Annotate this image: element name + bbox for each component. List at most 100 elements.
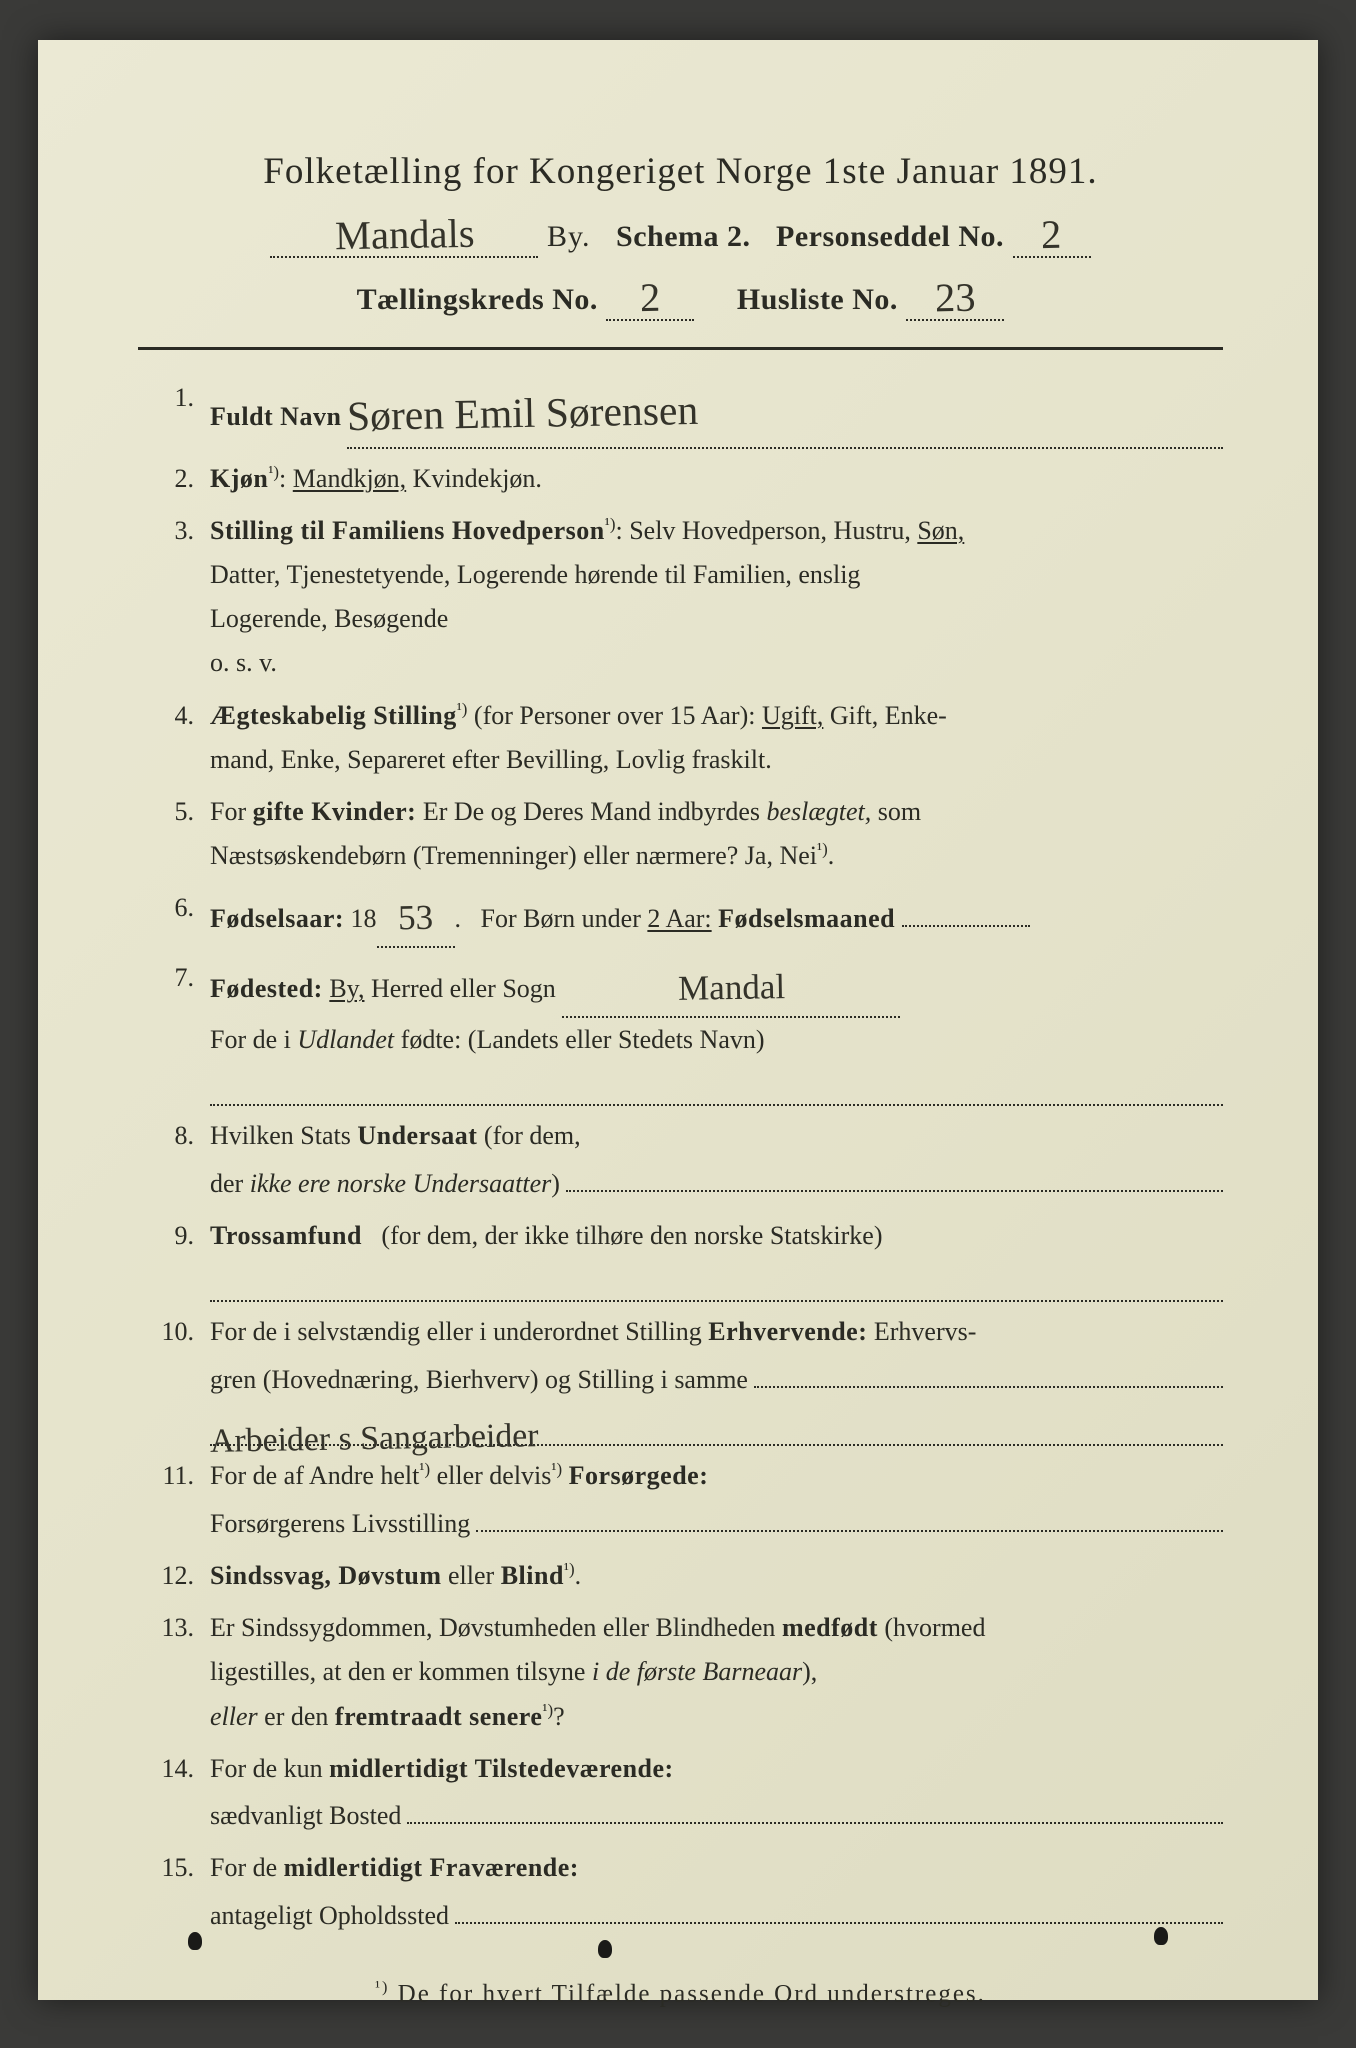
field-14-blank [407, 1791, 1223, 1824]
num-2: 2. [138, 457, 210, 501]
third-row: Tællingskreds No. 2 Husliste No. 23 [138, 272, 1223, 321]
field-11-blank [476, 1499, 1223, 1532]
scanned-form-page: Folketælling for Kongeriget Norge 1ste J… [38, 40, 1318, 2000]
item-12: 12. Sindssvag, Døvstum eller Blind¹). [138, 1554, 1223, 1598]
label-fodselsmaaned: Fødselsmaaned [718, 904, 895, 933]
schema-label: Schema 2. [616, 220, 751, 253]
taellingskreds-label: Tællingskreds No. [357, 283, 598, 316]
by-label: By. [547, 220, 591, 253]
opt-ugift: Ugift, [762, 701, 823, 730]
hw-taellingskreds-no: 2 [640, 274, 661, 321]
hw-birthplace: Mandal [677, 957, 785, 1019]
text-3e: Logerende, Besøgende [210, 604, 448, 633]
hw-full-name: Søren Emil Sørensen [347, 375, 699, 452]
text-7e: Udlandet [297, 1025, 394, 1054]
num-4: 4. [138, 694, 210, 782]
item-9: 9. Trossamfund (for dem, der ikke tilhør… [138, 1214, 1223, 1303]
hw-occupation: Arbeider s Sangarbeider [210, 1407, 539, 1470]
text-13f: ), [802, 1657, 817, 1686]
text-3d: Datter, Tjenestetyende, Logerende hørend… [210, 560, 860, 589]
hw-personseddel-no: 2 [1041, 211, 1062, 258]
text-10c: Erhvervs- [874, 1317, 977, 1346]
text-12b: eller [448, 1561, 494, 1590]
text-15c: antageligt Opholdssted [210, 1894, 449, 1938]
sup-3: ¹) [605, 514, 616, 533]
item-2: 2. Kjøn¹): Mandkjøn, Kvindekjøn. [138, 457, 1223, 501]
item-7: 7. Fødested: By, Herred eller Sogn Manda… [138, 956, 1223, 1106]
form-header: Folketælling for Kongeriget Norge 1ste J… [138, 150, 1223, 321]
item-13: 13. Er Sindssygdommen, Døvstumheden elle… [138, 1606, 1223, 1739]
text-5d: beslægtet, [767, 797, 872, 826]
item-5: 5. For gifte Kvinder: Er De og Deres Man… [138, 790, 1223, 878]
text-6b: 18 [351, 904, 377, 933]
label-fremtraadt: fremtraadt senere [335, 1702, 543, 1731]
text-10a: For de i selvstændig eller i underordnet… [210, 1317, 702, 1346]
field-month [902, 925, 1030, 927]
text-8a: Hvilken Stats [210, 1121, 351, 1150]
num-10: 10. [138, 1310, 210, 1446]
hw-husliste-no: 23 [935, 274, 976, 322]
text-9b: (for dem, der ikke tilhøre den norske St… [381, 1221, 882, 1250]
label-fravaerende: midlertidigt Fraværende: [284, 1853, 579, 1882]
item-4: 4. Ægteskabelig Stilling¹) (for Personer… [138, 694, 1223, 782]
label-fodested: Fødested: [210, 974, 323, 1003]
item-15: 15. For de midlertidigt Fraværende: anta… [138, 1846, 1223, 1938]
label-sindssvag: Sindssvag, Døvstum [210, 1561, 442, 1590]
field-10-hw: Arbeider s Sangarbeider [210, 1408, 1223, 1446]
num-1: 1. [138, 376, 210, 449]
text-13g: eller [210, 1702, 258, 1731]
item-3: 3. Stilling til Familiens Hovedperson¹):… [138, 509, 1223, 686]
hw-city: Mandals [334, 210, 474, 259]
paper-blemish [1154, 1927, 1168, 1945]
text-4e: mand, Enke, Separeret efter Bevilling, L… [210, 745, 772, 774]
text-13e: i de første Barneaar [592, 1657, 802, 1686]
text-13a: Er Sindssygdommen, Døvstumheden eller Bl… [210, 1613, 775, 1642]
text-5e: som [878, 797, 921, 826]
text-7c: Herred eller Sogn [371, 974, 556, 1003]
form-body: 1. Fuldt Navn Søren Emil Sørensen 2. Kjø… [138, 376, 1223, 1938]
num-13: 13. [138, 1606, 210, 1739]
footnote: ¹) De for hvert Tilfælde passende Ord un… [138, 1978, 1223, 2008]
num-9: 9. [138, 1214, 210, 1303]
field-15-blank [455, 1890, 1223, 1923]
sup-12: ¹) [564, 1559, 575, 1578]
footnote-text: De for hvert Tilfælde passende Ord under… [398, 1980, 986, 2007]
paper-blemish [598, 1940, 612, 1958]
label-fodselsaar: Fødselsaar: [210, 904, 344, 933]
opt-son: Søn, [917, 516, 964, 545]
text-11d: Forsørgerens Livsstilling [210, 1502, 470, 1546]
header-rule [138, 347, 1223, 350]
label-aegteskab: Ægteskabelig Stilling [210, 701, 457, 730]
item-14: 14. For de kun midlertidigt Tilstedevære… [138, 1747, 1223, 1839]
num-6: 6. [138, 886, 210, 948]
sup-4: ¹) [457, 699, 468, 718]
label-trossamfund: Trossamfund [210, 1221, 362, 1250]
sup-13: ¹) [542, 1700, 553, 1719]
num-8: 8. [138, 1114, 210, 1206]
num-15: 15. [138, 1846, 210, 1938]
label-gifte-kvinder: gifte Kvinder: [253, 797, 417, 826]
text-5c: Er De og Deres Mand indbyrdes [423, 797, 760, 826]
opt-mandkjon: Mandkjøn, [293, 464, 406, 493]
field-7-blank [210, 1068, 1223, 1106]
num-7: 7. [138, 956, 210, 1106]
num-3: 3. [138, 509, 210, 686]
text-8f: ) [551, 1162, 560, 1206]
text-6c: For Børn under [481, 904, 641, 933]
text-3b: Selv Hovedperson, Hustru, [629, 516, 911, 545]
item-10: 10. For de i selvstændig eller i underor… [138, 1310, 1223, 1446]
item-1: 1. Fuldt Navn Søren Emil Sørensen [138, 376, 1223, 449]
label-medfodt: medfødt [782, 1613, 878, 1642]
text-13d: ligestilles, at den er kommen tilsyne [210, 1657, 585, 1686]
label-stilling: Stilling til Familiens Hovedperson [210, 516, 605, 545]
text-14a: For de kun [210, 1754, 323, 1783]
text-8d: der [210, 1162, 243, 1206]
field-10a-blank [754, 1355, 1223, 1388]
sup-2: ¹) [268, 462, 279, 481]
sup-5: ¹) [817, 840, 828, 859]
title: Folketælling for Kongeriget Norge 1ste J… [138, 150, 1223, 193]
text-4b: (for Personer over 15 Aar): [474, 701, 756, 730]
num-11: 11. [138, 1454, 210, 1546]
label-tilstedevaerende: midlertidigt Tilstedeværende: [329, 1754, 674, 1783]
subtitle-row: Mandals By. Schema 2. Personseddel No. 2 [138, 209, 1223, 258]
